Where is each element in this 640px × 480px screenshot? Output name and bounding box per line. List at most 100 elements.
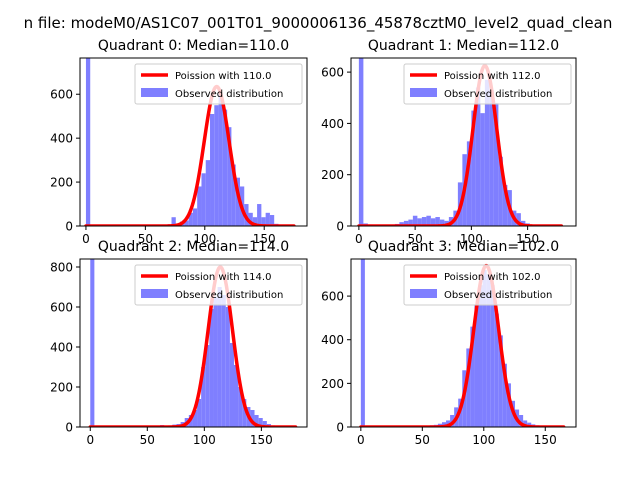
x-tick-label: 100	[193, 232, 216, 246]
legend-label: Poission with 102.0	[444, 272, 540, 283]
axes-frame	[79, 57, 308, 227]
histogram-bar	[90, 259, 95, 427]
histogram-bar	[222, 109, 228, 226]
x-tick-label: 150	[253, 232, 276, 246]
x-tick-label: 150	[534, 433, 557, 447]
x-tick-label: 0	[82, 232, 90, 246]
legend-bar-swatch	[141, 88, 168, 97]
x-tick-label: 50	[407, 232, 422, 246]
histogram-bar	[441, 422, 447, 427]
histogram-bar	[502, 363, 507, 427]
panel-title: Quadrant 3: Median=102.0	[368, 239, 559, 255]
panel-title: Quadrant 0: Median=110.0	[98, 38, 289, 54]
histogram-bar	[474, 304, 479, 427]
poisson-curve	[88, 265, 298, 427]
histogram-bar	[360, 259, 365, 427]
histogram-bar	[261, 217, 266, 226]
histogram-bar	[250, 410, 255, 427]
histogram-bar	[205, 345, 210, 427]
x-tick-label: 100	[472, 433, 495, 447]
histogram-bar	[197, 399, 202, 427]
histogram-bar	[489, 90, 494, 226]
histogram-bar	[466, 141, 472, 226]
histogram-bar	[484, 79, 490, 226]
y-tick-label: 800	[50, 261, 73, 275]
histogram-bar	[403, 220, 409, 226]
histogram-bar	[494, 313, 499, 427]
histogram-bar	[235, 177, 240, 226]
histogram-bar	[85, 58, 91, 226]
histogram-bar	[506, 383, 511, 427]
histogram-bar	[490, 285, 495, 427]
histogram-bar	[426, 215, 431, 226]
plot-area	[88, 259, 298, 427]
y-tick-label: 200	[50, 176, 73, 190]
x-tick-label: 0	[357, 433, 365, 447]
histogram-bar	[257, 204, 262, 226]
histogram-bar	[197, 186, 202, 226]
quadrant-panel-1: Quadrant 1: Median=112.0 0 50 100 150 0 200 400…	[321, 38, 577, 246]
histogram-bar	[227, 127, 232, 226]
panel-title: Quadrant 2: Median=114.0	[98, 239, 289, 255]
histogram-bar	[399, 222, 404, 226]
x-tick-label: 50	[415, 433, 430, 447]
legend: Poission with 110.0 Observed distribution	[134, 63, 303, 105]
figure-suptitle: n file: modeM0/AS1C07_001T01_9000006136_…	[24, 14, 613, 33]
y-tick-label: 0	[65, 421, 73, 435]
histogram-bar	[493, 102, 499, 226]
histogram-bar	[502, 184, 508, 226]
legend-label: Observed distribution	[444, 290, 552, 301]
x-tick-label: 50	[140, 433, 155, 447]
axes-frame	[350, 258, 577, 428]
axes-frame	[350, 57, 577, 227]
x-tick-label: 0	[86, 433, 94, 447]
legend-box	[403, 264, 572, 306]
histogram-bar	[171, 217, 176, 226]
histogram-bar	[258, 418, 263, 427]
histogram-bar	[218, 94, 223, 226]
x-tick-label: 150	[250, 433, 273, 447]
y-tick-label: 600	[321, 290, 344, 304]
histogram-bar	[269, 215, 275, 226]
x-tick-label: 0	[355, 232, 363, 246]
quadrant-panel-2: Quadrant 2: Median=114.0 0 50 100 150 0 200 400…	[50, 239, 308, 447]
y-tick-label: 400	[50, 132, 73, 146]
legend-bar-swatch	[410, 88, 437, 97]
histogram-bar	[229, 343, 234, 427]
histogram-bar	[213, 297, 218, 427]
histogram-bar	[192, 410, 198, 427]
histogram-bar	[221, 295, 226, 427]
legend-bar-swatch	[141, 289, 168, 298]
histogram-bar	[184, 220, 189, 226]
histogram-bar	[214, 105, 219, 226]
histogram-bar	[188, 212, 193, 226]
y-tick-label: 0	[336, 421, 344, 435]
legend-box	[134, 63, 303, 105]
histogram-bar	[466, 348, 471, 427]
histogram-bar	[519, 415, 524, 427]
quadrant-panel-0: Quadrant 0: Median=110.0 0 50 100 150 0 200 400…	[50, 38, 308, 246]
histogram-bar	[358, 58, 364, 226]
histogram-bar	[527, 422, 532, 427]
histogram-bar	[217, 287, 222, 427]
histogram-bar	[435, 217, 440, 226]
x-tick-label: 150	[516, 232, 539, 246]
histogram-bar	[201, 173, 206, 226]
y-tick-label: 600	[50, 88, 73, 102]
legend-bar-swatch	[410, 289, 437, 298]
y-tick-label: 600	[321, 66, 344, 80]
histogram-bar	[238, 387, 243, 427]
histogram-bar	[254, 415, 259, 427]
histogram-bar	[516, 213, 521, 226]
legend-label: Poission with 114.0	[175, 272, 271, 283]
histogram-bar	[408, 219, 413, 226]
histogram-bar	[480, 113, 485, 226]
y-tick-label: 0	[336, 220, 344, 234]
legend: Poission with 112.0 Observed distribution	[403, 63, 572, 105]
histogram-bar	[262, 421, 267, 427]
histogram-bar	[210, 114, 215, 226]
x-tick-label: 100	[193, 433, 216, 447]
histogram-bar	[248, 212, 253, 226]
